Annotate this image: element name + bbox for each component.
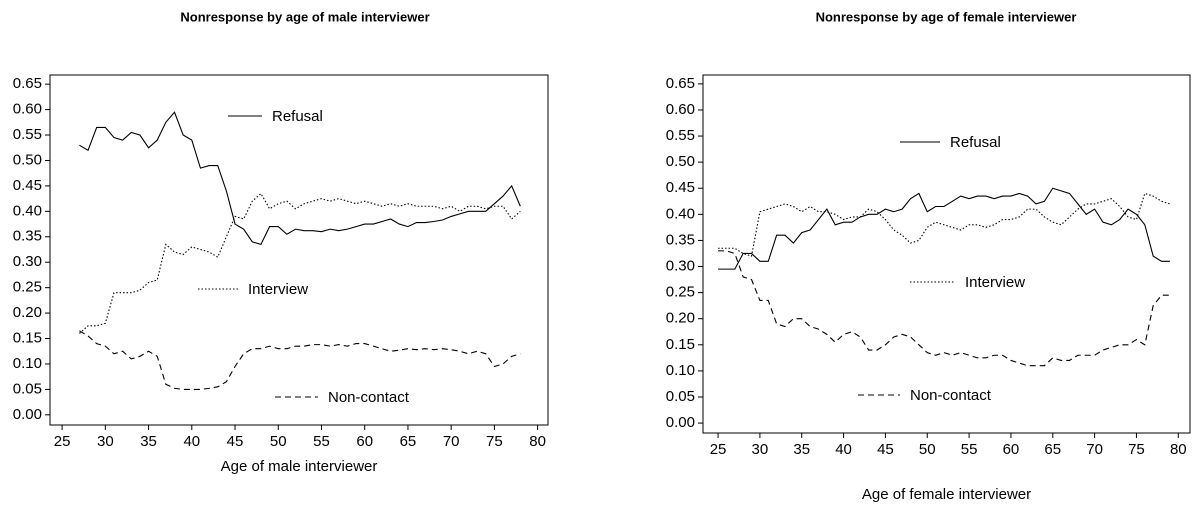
y-tick-label: 0.15 xyxy=(13,329,42,346)
x-tick-label: 35 xyxy=(140,433,157,450)
y-tick-label: 0.00 xyxy=(666,414,695,431)
y-tick-label: 0.10 xyxy=(13,355,42,372)
x-tick-label: 55 xyxy=(961,441,978,458)
y-tick-label: 0.50 xyxy=(666,153,695,170)
x-axis-label: Age of male interviewer xyxy=(221,458,378,475)
y-tick-label: 0.10 xyxy=(666,362,695,379)
x-tick-label: 60 xyxy=(1003,441,1020,458)
legend-label: Interview xyxy=(965,274,1025,291)
x-tick-label: 45 xyxy=(877,441,894,458)
y-tick-label: 0.45 xyxy=(13,177,42,194)
y-tick-label: 0.60 xyxy=(13,101,42,118)
x-tick-label: 75 xyxy=(1128,441,1145,458)
y-tick-label: 0.05 xyxy=(13,380,42,397)
x-tick-label: 25 xyxy=(54,433,71,450)
y-tick-label: 0.65 xyxy=(666,75,695,92)
x-tick-label: 65 xyxy=(400,433,417,450)
series-line xyxy=(718,187,1170,270)
series-line xyxy=(79,111,521,246)
legend-label: Interview xyxy=(248,281,308,298)
y-tick-label: 0.40 xyxy=(13,202,42,219)
y-tick-label: 0.35 xyxy=(13,228,42,245)
y-tick-label: 0.35 xyxy=(666,231,695,248)
x-tick-label: 45 xyxy=(227,433,244,450)
y-tick-label: 0.25 xyxy=(666,284,695,301)
series-line xyxy=(718,250,1170,367)
x-tick-label: 40 xyxy=(183,433,200,450)
x-tick-label: 80 xyxy=(529,433,546,450)
series-line xyxy=(79,330,521,390)
x-tick-label: 70 xyxy=(1086,441,1103,458)
plot-frame xyxy=(49,74,549,426)
legend-label: Refusal xyxy=(950,134,1001,151)
x-tick-label: 25 xyxy=(710,441,727,458)
y-tick-label: 0.05 xyxy=(666,388,695,405)
y-tick-label: 0.00 xyxy=(13,406,42,423)
x-tick-label: 60 xyxy=(356,433,373,450)
plot-frame xyxy=(702,74,1191,434)
x-tick-label: 50 xyxy=(270,433,287,450)
y-tick-label: 0.55 xyxy=(13,126,42,143)
x-tick-label: 30 xyxy=(97,433,114,450)
x-tick-label: 35 xyxy=(793,441,810,458)
y-tick-label: 0.50 xyxy=(13,151,42,168)
y-tick-label: 0.25 xyxy=(13,279,42,296)
y-tick-label: 0.15 xyxy=(666,336,695,353)
x-tick-label: 40 xyxy=(835,441,852,458)
x-axis-label: Age of female interviewer xyxy=(862,486,1031,503)
x-tick-label: 80 xyxy=(1170,441,1187,458)
y-tick-label: 0.65 xyxy=(13,75,42,92)
chart-title: Nonresponse by age of female interviewer xyxy=(816,9,1077,24)
legend-label: Non-contact xyxy=(328,389,410,406)
series-line xyxy=(718,192,1171,257)
x-tick-label: 65 xyxy=(1044,441,1061,458)
y-tick-label: 0.60 xyxy=(666,101,695,118)
chart-title: Nonresponse by age of male interviewer xyxy=(180,9,429,24)
y-tick-label: 0.30 xyxy=(666,257,695,274)
x-tick-label: 30 xyxy=(752,441,769,458)
y-tick-label: 0.20 xyxy=(13,304,42,321)
x-tick-label: 70 xyxy=(443,433,460,450)
y-tick-label: 0.45 xyxy=(666,179,695,196)
x-tick-label: 50 xyxy=(919,441,936,458)
x-tick-label: 75 xyxy=(486,433,503,450)
legend-label: Refusal xyxy=(272,108,323,125)
legend-label: Non-contact xyxy=(910,387,992,404)
y-tick-label: 0.30 xyxy=(13,253,42,270)
series-line xyxy=(79,192,521,334)
y-tick-label: 0.20 xyxy=(666,310,695,327)
y-tick-label: 0.55 xyxy=(666,127,695,144)
x-tick-label: 55 xyxy=(313,433,330,450)
y-tick-label: 0.40 xyxy=(666,205,695,222)
